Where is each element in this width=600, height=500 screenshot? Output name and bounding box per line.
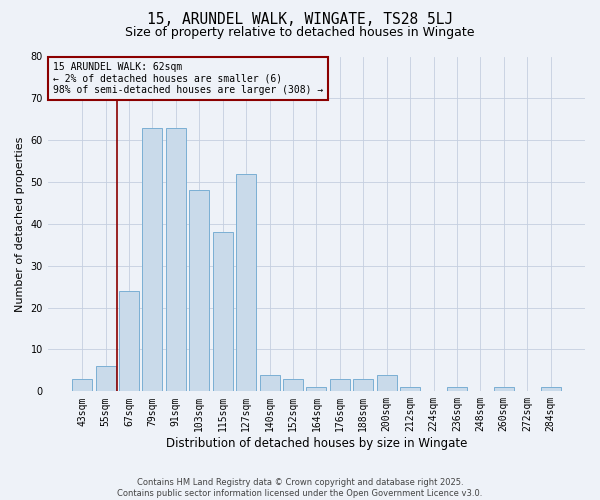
Text: Contains HM Land Registry data © Crown copyright and database right 2025.
Contai: Contains HM Land Registry data © Crown c… <box>118 478 482 498</box>
Bar <box>307 387 326 392</box>
Bar <box>283 379 303 392</box>
Y-axis label: Number of detached properties: Number of detached properties <box>15 136 25 312</box>
Bar <box>142 128 163 392</box>
Text: Size of property relative to detached houses in Wingate: Size of property relative to detached ho… <box>125 26 475 39</box>
Bar <box>494 387 514 392</box>
Bar <box>190 190 209 392</box>
Bar <box>400 387 420 392</box>
Bar <box>447 387 467 392</box>
Bar <box>353 379 373 392</box>
Bar <box>119 291 139 392</box>
Bar <box>213 232 233 392</box>
Text: 15 ARUNDEL WALK: 62sqm
← 2% of detached houses are smaller (6)
98% of semi-detac: 15 ARUNDEL WALK: 62sqm ← 2% of detached … <box>53 62 323 94</box>
Bar <box>260 374 280 392</box>
Bar <box>377 374 397 392</box>
Bar <box>166 128 186 392</box>
Bar <box>541 387 560 392</box>
Bar <box>330 379 350 392</box>
Bar <box>72 379 92 392</box>
Bar <box>236 174 256 392</box>
X-axis label: Distribution of detached houses by size in Wingate: Distribution of detached houses by size … <box>166 437 467 450</box>
Bar <box>95 366 116 392</box>
Text: 15, ARUNDEL WALK, WINGATE, TS28 5LJ: 15, ARUNDEL WALK, WINGATE, TS28 5LJ <box>147 12 453 28</box>
